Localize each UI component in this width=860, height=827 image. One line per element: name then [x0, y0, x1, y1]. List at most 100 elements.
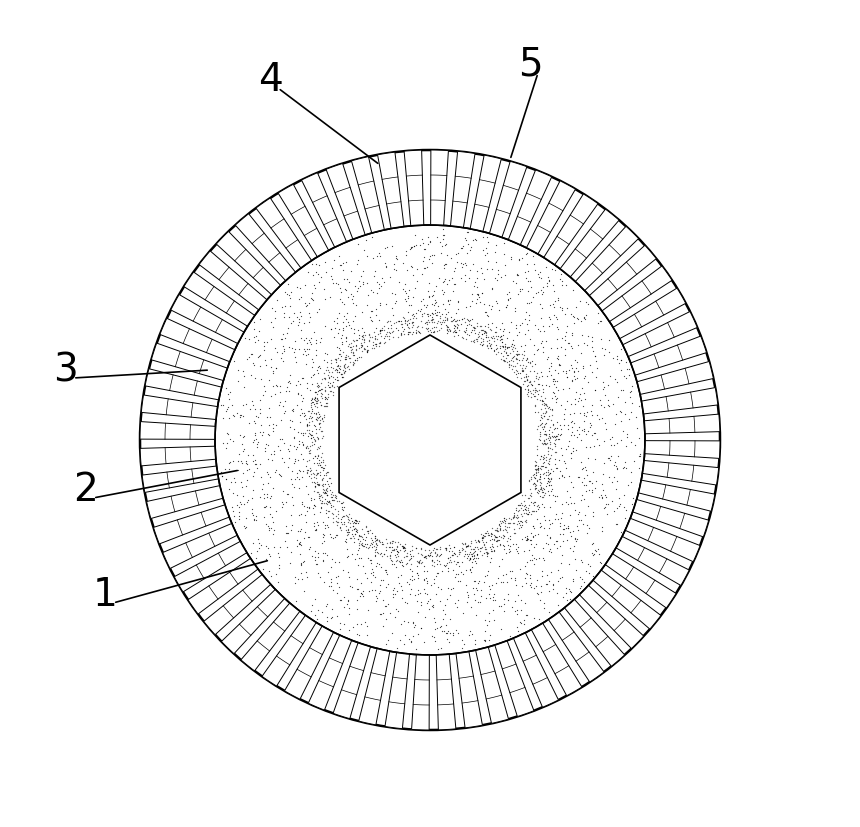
Point [486, 590, 500, 604]
Point [501, 520, 514, 533]
Point [319, 600, 333, 613]
Point [496, 349, 510, 362]
Point [409, 275, 423, 288]
Point [372, 533, 385, 547]
Point [485, 282, 499, 295]
Point [308, 609, 322, 622]
Point [537, 434, 550, 447]
Point [296, 428, 310, 442]
Point [332, 366, 346, 379]
Point [336, 346, 350, 359]
Point [330, 364, 344, 377]
Point [536, 456, 550, 469]
Point [292, 538, 306, 551]
Point [373, 249, 387, 262]
Point [352, 629, 365, 642]
Point [303, 453, 316, 466]
Point [497, 355, 511, 368]
Point [532, 383, 546, 396]
Point [415, 547, 428, 561]
Point [577, 492, 591, 505]
Point [437, 261, 451, 275]
Point [593, 314, 607, 327]
Point [628, 438, 642, 452]
Point [523, 483, 537, 496]
Point [426, 322, 439, 335]
Point [414, 586, 427, 600]
Point [553, 418, 567, 432]
Point [529, 466, 543, 479]
Point [586, 538, 599, 551]
Point [522, 296, 536, 309]
Point [510, 608, 524, 621]
Point [547, 386, 561, 399]
Point [568, 534, 582, 547]
Point [291, 453, 304, 466]
Point [452, 246, 465, 260]
Point [322, 566, 335, 579]
Point [538, 409, 551, 423]
Point [404, 240, 418, 253]
Point [286, 342, 299, 355]
Point [476, 332, 489, 346]
Point [585, 485, 599, 498]
Polygon shape [184, 272, 255, 327]
Point [322, 504, 335, 518]
Point [420, 587, 433, 600]
Point [479, 591, 493, 605]
Point [537, 345, 550, 358]
Point [540, 399, 554, 412]
Point [531, 449, 544, 462]
Point [528, 399, 542, 413]
Point [311, 449, 325, 462]
Point [492, 519, 506, 532]
Point [628, 455, 642, 468]
Point [433, 548, 447, 562]
Point [329, 571, 342, 584]
Text: 3: 3 [52, 351, 77, 389]
Point [294, 290, 308, 304]
Point [454, 256, 468, 270]
Point [389, 610, 402, 624]
Point [550, 294, 564, 307]
Point [508, 604, 522, 617]
Point [592, 490, 605, 504]
Point [519, 272, 532, 285]
Polygon shape [549, 612, 604, 682]
Point [537, 471, 550, 485]
Point [568, 361, 582, 375]
Point [346, 581, 359, 594]
Point [456, 543, 470, 557]
Point [434, 246, 448, 260]
Point [489, 534, 503, 547]
Point [416, 635, 430, 648]
Point [308, 391, 322, 404]
Point [230, 407, 244, 420]
Point [486, 282, 500, 295]
Point [394, 314, 408, 327]
Point [396, 539, 409, 552]
Point [372, 246, 386, 260]
Point [513, 503, 526, 516]
Point [240, 464, 254, 477]
Point [316, 486, 330, 500]
Point [455, 642, 469, 655]
Point [594, 398, 608, 411]
Point [549, 534, 562, 547]
Point [309, 348, 322, 361]
Point [334, 281, 347, 294]
Point [412, 628, 426, 641]
Point [526, 519, 540, 533]
Point [329, 362, 343, 375]
Point [514, 514, 528, 528]
Point [497, 529, 511, 543]
Point [400, 557, 414, 570]
Point [415, 541, 428, 554]
Point [406, 307, 420, 320]
Point [519, 369, 532, 382]
Point [464, 539, 477, 552]
Point [565, 373, 579, 386]
Point [268, 342, 282, 355]
Point [298, 316, 311, 329]
Point [319, 483, 333, 496]
